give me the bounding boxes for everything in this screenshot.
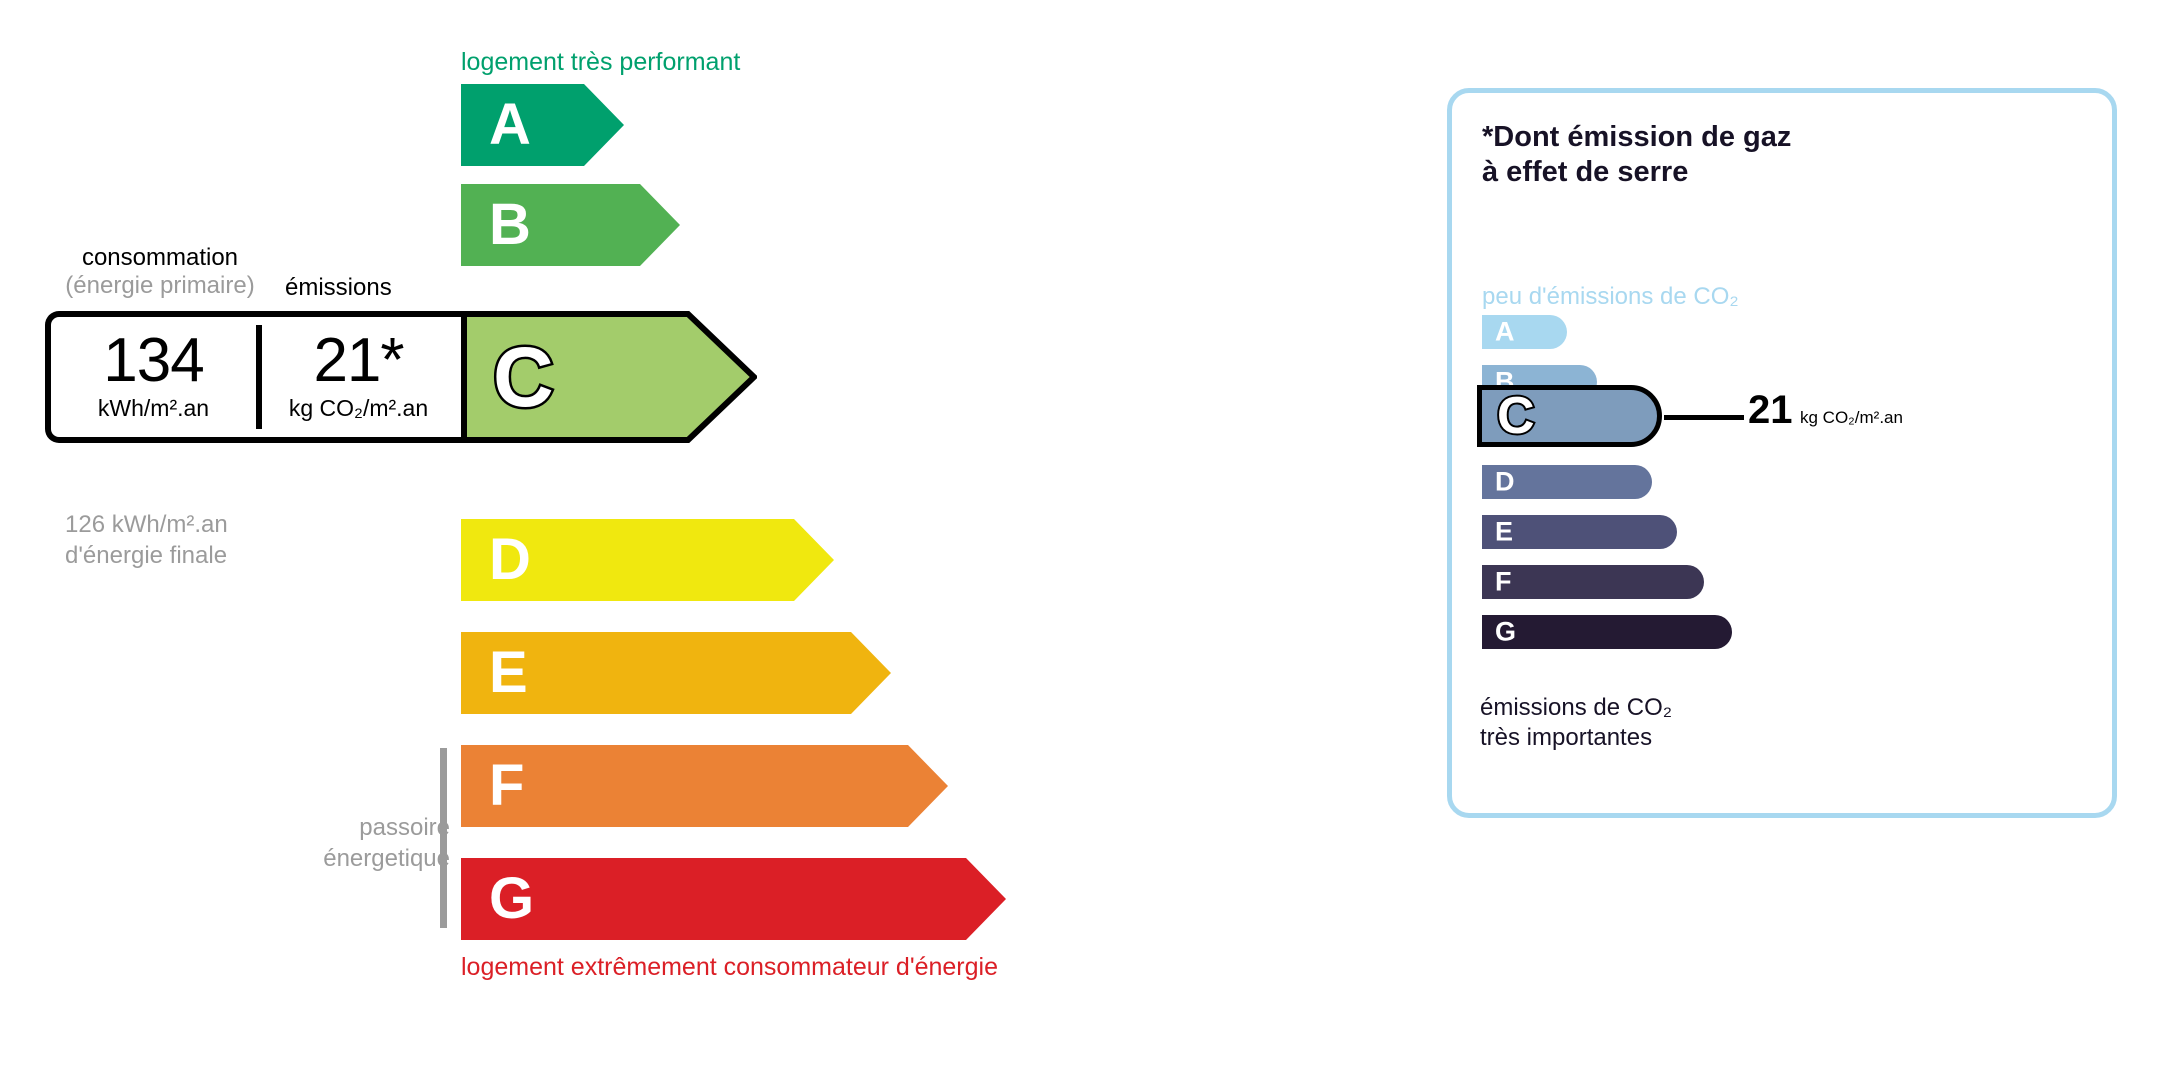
ges-bar-letter: F: [1495, 566, 1512, 597]
arrow-letter: F: [489, 753, 525, 818]
ges-title-line1: *Dont émission de gaz: [1482, 121, 1792, 153]
ges-class-bar-c: C: [1477, 385, 1662, 447]
arrow-letter: E: [489, 640, 528, 705]
ges-callout-unit: kg CO₂/m².an: [1800, 408, 1903, 427]
ges-top-caption: peu d'émissions de CO₂: [1482, 283, 1739, 310]
ges-bottom-caption: émissions de CO₂ très importantes: [1480, 693, 1672, 753]
scale-top-caption: logement très performant: [461, 48, 741, 76]
arrow-shape: F: [461, 745, 948, 827]
ges-panel-title: *Dont émission de gaz à effet de serre: [1482, 120, 1791, 191]
energy-class-arrow-e: E: [461, 632, 891, 714]
ges-bar-shape: G: [1482, 615, 1732, 649]
ges-bar-shape: A: [1482, 315, 1567, 349]
ges-class-bar-f: F: [1482, 565, 1704, 599]
ges-bar-shape: C: [1477, 385, 1662, 447]
final-energy-value: 126 kWh/m².an: [65, 511, 228, 538]
final-energy-note: 126 kWh/m².an d'énergie finale: [65, 509, 228, 571]
arrow-letter: C: [491, 330, 557, 424]
emissions-header: émissions: [285, 274, 392, 301]
ges-class-bar-a: A: [1482, 315, 1567, 349]
ges-bottom-caption-line2: très importantes: [1480, 724, 1653, 751]
energy-class-arrow-d: D: [461, 519, 834, 601]
ges-bar-letter: D: [1495, 466, 1515, 497]
ges-bar-shape: D: [1482, 465, 1652, 499]
ges-title-line2: à effet de serre: [1482, 156, 1689, 189]
arrow-letter: A: [489, 92, 531, 157]
passoire-label: passoire énergetique: [250, 812, 450, 874]
ges-class-bar-d: D: [1482, 465, 1652, 499]
ges-class-bar-g: G: [1482, 615, 1732, 649]
arrow-letter: D: [489, 527, 531, 592]
energy-class-arrow-c: C: [461, 311, 757, 443]
ges-callout-leader-line: [1664, 415, 1744, 420]
passoire-label-line2: énergetique: [323, 845, 450, 873]
energy-class-arrow-g: G: [461, 858, 1006, 940]
arrow-shape: B: [461, 184, 680, 266]
consumption-value: 134: [103, 326, 204, 396]
ges-bar-letter: C: [1495, 387, 1537, 445]
arrow-shape: G: [461, 858, 1006, 940]
ges-bar-letter: A: [1495, 316, 1515, 347]
consumption-header-sub: (énergie primaire): [65, 271, 255, 299]
energy-class-arrow-f: F: [461, 745, 948, 827]
ges-bar-letter: G: [1495, 616, 1517, 647]
consumption-unit: kWh/m².an: [97, 394, 210, 421]
ges-bar-shape: F: [1482, 565, 1704, 599]
ges-bottom-caption-line1: émissions de CO₂: [1480, 694, 1673, 721]
passoire-indicator-bar: [440, 748, 447, 928]
emissions-value-cell: 21* kg CO₂/m².an: [256, 317, 461, 437]
greenhouse-gas-panel: *Dont émission de gaz à effet de serre p…: [1447, 88, 2117, 818]
arrow-shape: A: [461, 84, 624, 166]
final-energy-caption: d'énergie finale: [65, 542, 228, 570]
consumption-header-main: consommation: [81, 244, 239, 271]
arrow-shape: D: [461, 519, 834, 601]
ges-class-bar-e: E: [1482, 515, 1677, 549]
consumption-value-cell: 134 kWh/m².an: [51, 317, 256, 437]
energy-class-arrow-b: B: [461, 184, 680, 266]
energy-class-arrow-a: A: [461, 84, 624, 166]
arrow-shape: E: [461, 632, 891, 714]
arrow-shape: C: [461, 311, 757, 443]
scale-bottom-caption: logement extrêmement consommateur d'éner…: [461, 953, 998, 981]
passoire-label-line1: passoire: [359, 814, 450, 841]
ges-callout-value: 21: [1748, 388, 1793, 432]
consumption-header: consommation (énergie primaire): [65, 244, 255, 299]
emissions-value: 21*: [313, 326, 404, 396]
arrow-letter: B: [489, 192, 531, 257]
ges-bar-letter: E: [1495, 516, 1514, 547]
arrow-letter: G: [489, 866, 535, 931]
emissions-unit: kg CO₂/m².an: [288, 394, 429, 421]
measured-values-box: 134 kWh/m².an 21* kg CO₂/m².an: [45, 311, 461, 443]
ges-bar-shape: E: [1482, 515, 1677, 549]
